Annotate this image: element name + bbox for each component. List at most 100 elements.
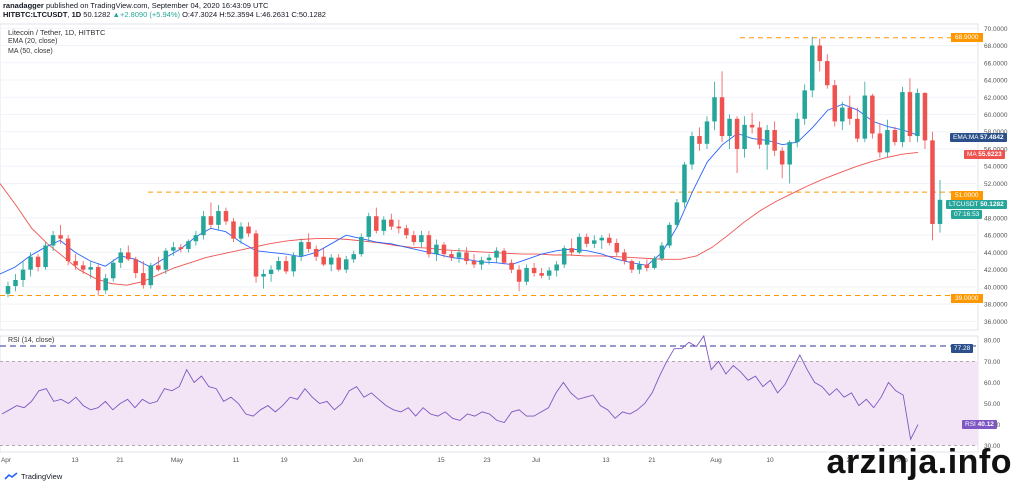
- x-tick-label: 23: [483, 457, 491, 464]
- candle-body: [456, 252, 462, 258]
- x-tick-label: 10: [766, 457, 774, 464]
- candle-body: [674, 202, 680, 225]
- candle-body: [95, 267, 101, 291]
- candle-body: [870, 95, 875, 134]
- candle-body: [298, 242, 304, 256]
- candle-body: [283, 261, 289, 272]
- candle-body: [381, 219, 387, 231]
- price-tick-label: 68.0000: [984, 43, 1008, 50]
- last-tag-value: 50.1282: [980, 201, 1004, 208]
- rsi-band: [0, 361, 978, 446]
- candle-body: [644, 264, 650, 268]
- x-tick-label: 15: [437, 457, 445, 464]
- candle-body: [73, 261, 78, 266]
- candle-body: [389, 219, 394, 227]
- candle-body: [50, 235, 56, 246]
- rsi-value-tag: RSI 40.12: [962, 420, 997, 429]
- candle-body: [727, 118, 732, 137]
- x-tick-label: Jul: [532, 457, 541, 464]
- candle-body: [5, 286, 11, 294]
- price-tick-label: 70.0000: [984, 26, 1008, 33]
- candle-body: [592, 240, 597, 244]
- price-tick-label: 44.0000: [984, 250, 1008, 257]
- x-tick-label: Aug: [710, 457, 722, 464]
- candle-body: [930, 140, 935, 224]
- candle-body: [501, 250, 507, 263]
- price-tick-label: 36.0000: [984, 319, 1008, 326]
- x-tick-label: 24: [846, 457, 854, 464]
- candle-body: [35, 256, 41, 268]
- candle-body: [253, 233, 259, 277]
- candle-body: [554, 264, 559, 271]
- ma-tag-label: MA: [967, 151, 977, 158]
- candle-body: [885, 130, 890, 153]
- candle-body: [832, 85, 838, 122]
- candle-body: [862, 95, 868, 139]
- candle-body: [464, 252, 469, 262]
- candle-body: [479, 260, 484, 265]
- ema-legend[interactable]: EMA (20, close): [8, 38, 58, 45]
- footer-brand-label: TradingView: [21, 472, 63, 481]
- price-tick-label: 56.0000: [984, 146, 1008, 153]
- price-tick-label: 48.0000: [984, 215, 1008, 222]
- candle-body: [268, 269, 274, 274]
- price-tick-label: 54.0000: [984, 164, 1008, 171]
- candle-body: [246, 226, 251, 234]
- ema-tag-value: 57.4842: [980, 134, 1004, 141]
- candle-body: [193, 235, 199, 242]
- candle-body: [779, 150, 785, 165]
- candle-body: [659, 245, 665, 259]
- candle-body: [712, 97, 717, 122]
- candle-body: [321, 256, 326, 265]
- publish-info: ranadagger published on TradingView.com,…: [3, 1, 268, 10]
- ma-tag-value: 55.6223: [978, 151, 1002, 158]
- candle-body: [622, 252, 627, 262]
- candle-body: [163, 250, 169, 270]
- candle-body: [892, 130, 898, 143]
- candle-body: [539, 273, 544, 276]
- x-tick-label: Sep: [896, 457, 908, 464]
- price-tick-label: 42.0000: [984, 267, 1008, 274]
- candle-body: [419, 235, 424, 243]
- candle-body: [118, 252, 123, 263]
- candle-body: [208, 216, 214, 225]
- candle-body: [667, 224, 672, 246]
- candle-body: [915, 92, 920, 137]
- price-tick-label: 46.0000: [984, 233, 1008, 240]
- publisher-name[interactable]: ranadagger: [3, 1, 44, 10]
- candle-body: [742, 124, 747, 149]
- rsi-tick-label: 30.00: [984, 443, 1001, 450]
- candle-body: [359, 236, 364, 255]
- candle-body: [825, 61, 830, 86]
- rsi-level-tag: 77.28: [951, 344, 974, 353]
- candle-body: [922, 92, 928, 141]
- rsi-tick-label: 80.00: [984, 338, 1001, 345]
- candle-body: [531, 267, 537, 274]
- candle-body: [306, 242, 311, 249]
- candle-body: [764, 130, 770, 145]
- rsi-tick-label: 70.00: [984, 359, 1001, 366]
- candle-body: [471, 261, 477, 265]
- candle-body: [13, 280, 18, 287]
- candle-body: [43, 245, 48, 268]
- chart-legend-title[interactable]: Litecoin / Tether, 1D, HITBTC: [8, 28, 106, 37]
- candle-body: [441, 244, 447, 255]
- footer-brand[interactable]: TradingView: [4, 472, 62, 481]
- candle-body: [261, 273, 266, 277]
- watermark: arzinja.info: [826, 443, 1012, 481]
- candle-body: [697, 136, 702, 144]
- candle-body: [178, 247, 184, 249]
- candle-body: [569, 248, 574, 253]
- candle-body: [396, 226, 402, 229]
- rsi-legend[interactable]: RSI (14, close): [8, 337, 55, 344]
- candle-body: [426, 235, 432, 255]
- candle-body: [223, 211, 229, 222]
- candle-body: [907, 92, 913, 137]
- x-tick-label: 21: [648, 457, 656, 464]
- candle-body: [148, 265, 154, 286]
- ma-tag: MA 55.6223: [964, 150, 1005, 159]
- ma-legend[interactable]: MA (50, close): [8, 48, 53, 55]
- candle-body: [877, 133, 883, 153]
- up-arrow-icon: ▲: [112, 10, 120, 19]
